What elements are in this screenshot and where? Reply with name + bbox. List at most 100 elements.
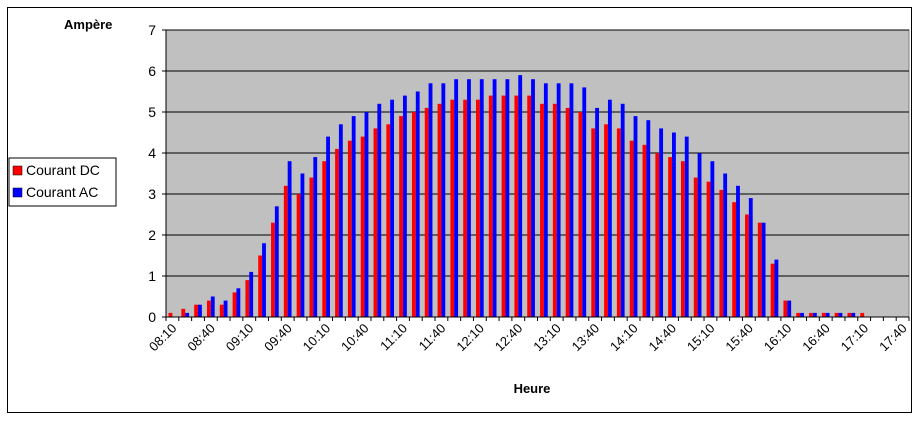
y-tick-label: 2 bbox=[148, 227, 156, 243]
x-tick-label: 11:40 bbox=[416, 321, 449, 354]
bar-ac bbox=[825, 312, 830, 317]
bar-ac bbox=[428, 83, 433, 317]
bar-dc bbox=[335, 148, 339, 317]
bar-dc bbox=[565, 107, 570, 318]
bar-ac bbox=[620, 103, 625, 317]
bar-dc bbox=[527, 95, 532, 317]
bar-ac bbox=[326, 136, 330, 317]
x-tick-label: 09:10 bbox=[223, 321, 257, 355]
bar-ac bbox=[505, 79, 510, 317]
bar-dc bbox=[463, 99, 468, 317]
bar-ac bbox=[697, 153, 702, 317]
bar-ac bbox=[377, 103, 382, 317]
bar-dc bbox=[219, 304, 224, 317]
bar-ac bbox=[569, 83, 574, 317]
bar-ac bbox=[390, 99, 395, 317]
x-tick-label: 14:40 bbox=[646, 321, 680, 355]
bar-dc bbox=[347, 140, 352, 317]
y-tick-label: 5 bbox=[148, 104, 156, 120]
x-tick-label: 11:10 bbox=[377, 321, 410, 354]
y-ticks: 0 1 2 3 4 5 6 7 bbox=[148, 22, 166, 325]
legend: Courant DC Courant AC bbox=[8, 157, 117, 207]
bar-dc bbox=[194, 304, 199, 317]
bar-dc bbox=[821, 312, 826, 317]
x-tick-label: 13:40 bbox=[569, 321, 603, 355]
bar-dc bbox=[783, 300, 788, 317]
bar-dc bbox=[283, 185, 288, 317]
legend-swatch-dc bbox=[12, 165, 23, 176]
bar-dc bbox=[604, 124, 608, 317]
bar-dc bbox=[373, 128, 378, 317]
bar-dc bbox=[399, 116, 403, 317]
bar-ac bbox=[582, 87, 587, 318]
bar-dc bbox=[591, 128, 596, 317]
bar-dc bbox=[847, 312, 852, 317]
bar-dc bbox=[296, 194, 301, 317]
bar-ac bbox=[659, 128, 664, 317]
legend-label-ac: Courant AC bbox=[26, 184, 98, 200]
bar-ac bbox=[492, 79, 497, 317]
x-tick-label: 13:10 bbox=[530, 321, 564, 355]
bar-ac bbox=[851, 312, 856, 317]
x-axis-label: Heure bbox=[514, 381, 551, 396]
x-tick-label: 15:40 bbox=[722, 321, 756, 355]
bar-dc bbox=[745, 214, 749, 317]
legend-label-dc: Courant DC bbox=[26, 162, 100, 178]
x-tick-label: 17:10 bbox=[838, 321, 872, 355]
bar-dc bbox=[488, 95, 493, 317]
bar-ac bbox=[274, 206, 279, 317]
bar-ac bbox=[415, 91, 420, 317]
x-tick-label: 12:10 bbox=[453, 321, 487, 355]
bar-ac bbox=[249, 271, 254, 317]
bar-ac bbox=[531, 79, 535, 317]
bar-dc bbox=[514, 95, 519, 317]
bar-dc bbox=[834, 312, 839, 317]
legend-swatch-ac bbox=[12, 187, 23, 198]
bar-dc bbox=[655, 153, 660, 317]
bar-ac bbox=[723, 173, 728, 317]
bar-ac bbox=[838, 312, 843, 317]
bar-dc bbox=[476, 99, 480, 317]
bar-ac bbox=[633, 116, 638, 317]
x-ticks: 08:10 08:40 09:10 09:40 10:10 10:40 11:10 11:40… bbox=[146, 317, 910, 354]
bar-ac bbox=[300, 173, 305, 317]
bar-ac bbox=[198, 304, 202, 317]
bar-ac bbox=[467, 79, 471, 317]
bar-ac bbox=[748, 198, 753, 317]
bar-dc bbox=[719, 189, 724, 317]
bar-dc bbox=[706, 181, 711, 317]
bar-dc bbox=[386, 124, 391, 317]
legend-box bbox=[8, 157, 117, 207]
bar-dc bbox=[629, 140, 634, 317]
bar-dc bbox=[860, 312, 865, 317]
bar-dc bbox=[450, 99, 455, 317]
bar-ac bbox=[812, 312, 817, 317]
bar-ac bbox=[185, 312, 190, 317]
bar-ac bbox=[736, 185, 740, 317]
bar-dc bbox=[309, 177, 314, 317]
y-tick-label: 0 bbox=[148, 309, 156, 325]
bar-dc bbox=[437, 103, 442, 317]
bar-ac bbox=[787, 300, 792, 317]
bar-dc bbox=[616, 128, 621, 317]
bar-ac bbox=[761, 222, 766, 317]
bar-ac bbox=[441, 83, 446, 317]
y-tick-label: 6 bbox=[148, 63, 156, 79]
bar-dc bbox=[693, 177, 698, 317]
bar-dc bbox=[360, 136, 365, 317]
bar-ac bbox=[338, 124, 343, 317]
bar-dc bbox=[322, 161, 327, 317]
bar-dc bbox=[411, 112, 416, 317]
bar-dc bbox=[206, 300, 211, 317]
bar-ac bbox=[518, 75, 523, 317]
bar-dc bbox=[680, 161, 685, 317]
bar-dc bbox=[245, 280, 250, 317]
x-tick-label: 14:10 bbox=[607, 321, 641, 355]
bar-ac bbox=[684, 136, 689, 317]
bar-ac bbox=[351, 116, 356, 317]
bar-dc bbox=[552, 103, 557, 317]
bar-ac bbox=[774, 259, 779, 317]
bar-dc bbox=[796, 312, 801, 317]
bar-ac bbox=[210, 296, 215, 317]
